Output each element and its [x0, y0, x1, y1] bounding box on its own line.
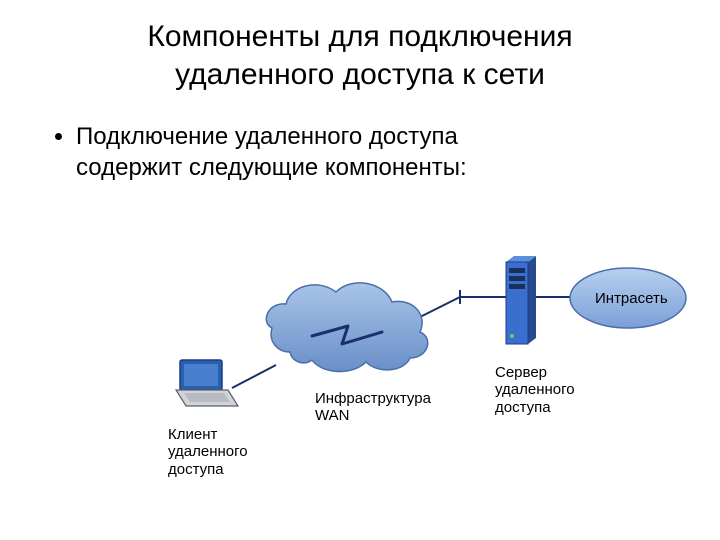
edge-laptop-cloud — [232, 365, 276, 388]
label-wan-l1: Инфраструктура — [315, 390, 431, 407]
label-server-l3: доступа — [495, 399, 551, 416]
title-line-1: Компоненты для подключения — [147, 20, 572, 53]
label-wan: Инфраструктура WAN — [315, 390, 431, 425]
title-line-2: удаленного доступа к сети — [175, 58, 545, 91]
label-server: Сервер удаленного доступа — [495, 364, 575, 416]
bullet-block: Подключение удаленного доступа содержит … — [0, 103, 520, 183]
cloud-icon — [266, 283, 427, 372]
bullet-item: Подключение удаленного доступа содержит … — [76, 121, 520, 183]
label-client-l2: удаленного — [168, 443, 248, 460]
server-icon — [506, 256, 536, 344]
label-client: Клиент удаленного доступа — [168, 426, 248, 478]
edge-cloud-server — [418, 297, 508, 318]
label-server-l1: Сервер — [495, 364, 547, 381]
label-client-l1: Клиент — [168, 426, 217, 443]
label-client-l3: доступа — [168, 461, 224, 478]
page-title: Компоненты для подключения удаленного до… — [0, 0, 720, 103]
label-wan-l2: WAN — [315, 407, 349, 424]
label-intranet: Интрасеть — [595, 290, 675, 307]
laptop-icon — [176, 360, 238, 406]
label-server-l2: удаленного — [495, 381, 575, 398]
